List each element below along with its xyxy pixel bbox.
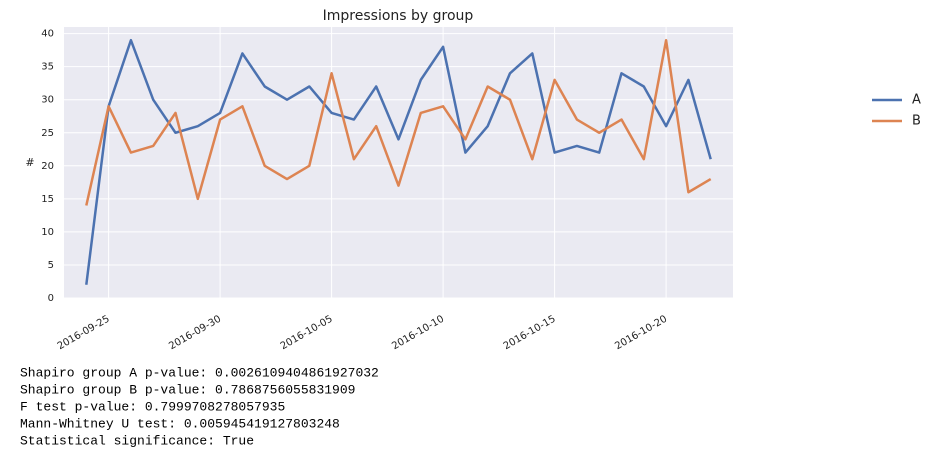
x-tick-label: 2016-10-05 bbox=[279, 314, 335, 353]
legend-label: B bbox=[912, 114, 921, 129]
output-line: Mann-Whitney U test: 0.00594541912780324… bbox=[20, 416, 340, 431]
y-tick-label: 40 bbox=[41, 29, 54, 40]
x-tick-label: 2016-10-20 bbox=[613, 314, 669, 353]
output-line: Shapiro group A p-value: 0.0026109404861… bbox=[20, 365, 379, 380]
y-tick-label: 5 bbox=[48, 260, 54, 271]
y-tick-label: 15 bbox=[41, 194, 54, 205]
output-line: F test p-value: 0.7999708278057935 bbox=[20, 399, 285, 414]
output-line: Statistical significance: True bbox=[20, 433, 254, 448]
x-tick-label: 2016-10-15 bbox=[502, 314, 558, 353]
y-tick-label: 20 bbox=[41, 161, 54, 172]
plot-background bbox=[64, 27, 733, 298]
chart-title: Impressions by group bbox=[323, 8, 474, 24]
output-line: Shapiro group B p-value: 0.7868756055831… bbox=[20, 382, 355, 397]
y-axis-label: # bbox=[25, 156, 34, 169]
y-tick-label: 10 bbox=[41, 227, 54, 238]
y-tick-label: 30 bbox=[41, 95, 54, 106]
x-tick-label: 2016-10-10 bbox=[390, 314, 446, 353]
line-series bbox=[85, 38, 712, 206]
y-tick-label: 35 bbox=[41, 62, 54, 73]
y-tick-label: 25 bbox=[41, 128, 54, 139]
x-tick-label: 2016-09-30 bbox=[167, 314, 223, 353]
x-tick-label: 2016-09-25 bbox=[56, 314, 112, 353]
y-tick-label: 0 bbox=[48, 293, 54, 304]
legend-label: A bbox=[912, 93, 921, 108]
line-series bbox=[85, 38, 712, 285]
